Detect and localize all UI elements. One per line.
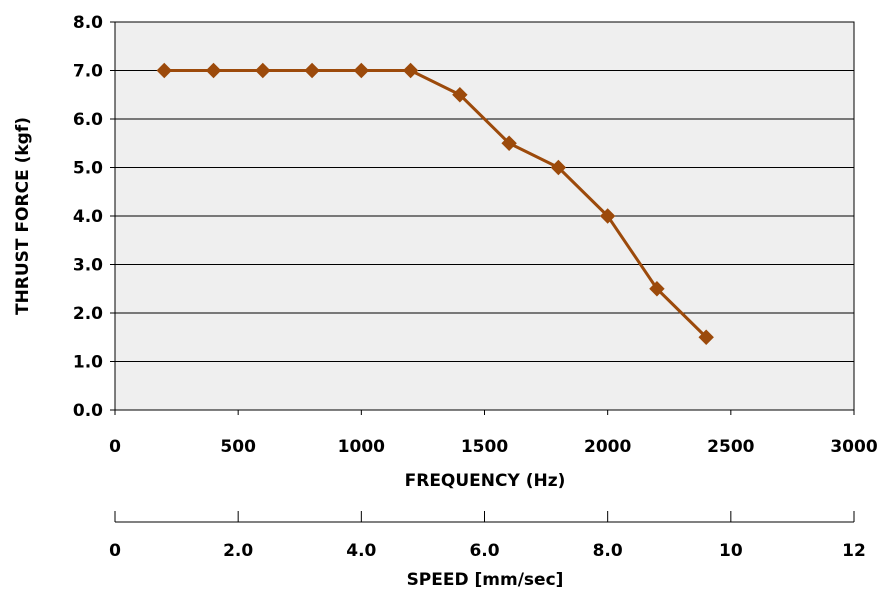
x-axis-title: FREQUENCY (Hz) bbox=[405, 471, 566, 491]
series-line bbox=[164, 69, 708, 339]
series-layer bbox=[156, 62, 714, 345]
y-tick-label: 0.0 bbox=[73, 401, 103, 421]
x-tick-label: 2500 bbox=[707, 437, 754, 457]
x-axis-ticks: 0 500 1000 1500 2000 2500 3000 bbox=[109, 410, 878, 457]
y-tick-label: 5.0 bbox=[73, 159, 103, 179]
secondary-x-tick-label: 0 bbox=[109, 541, 121, 561]
x-tick-label: 0 bbox=[109, 437, 121, 457]
x-tick-label: 2000 bbox=[584, 437, 631, 457]
secondary-x-axis-title: SPEED [mm/sec] bbox=[407, 570, 564, 590]
y-tick-label: 1.0 bbox=[73, 353, 103, 373]
secondary-x-tick-label: 12 bbox=[842, 541, 866, 561]
secondary-x-axis-ticks: 0 2.0 4.0 6.0 8.0 10 12 bbox=[109, 511, 866, 561]
data-point bbox=[156, 62, 172, 79]
secondary-x-tick-label: 6.0 bbox=[469, 541, 499, 561]
secondary-x-tick-label: 2.0 bbox=[223, 541, 253, 561]
data-point bbox=[649, 281, 665, 297]
data-point bbox=[353, 62, 370, 79]
y-axis-ticks: 0.0 1.0 2.0 3.0 4.0 5.0 6.0 7.0 8.0 bbox=[73, 13, 115, 421]
data-point bbox=[255, 62, 271, 79]
data-point bbox=[304, 62, 320, 79]
secondary-x-tick-label: 10 bbox=[719, 541, 743, 561]
x-tick-label: 500 bbox=[220, 437, 256, 457]
x-tick-label: 1500 bbox=[461, 437, 508, 457]
secondary-x-tick-label: 4.0 bbox=[346, 541, 376, 561]
x-tick-label: 1000 bbox=[338, 437, 385, 457]
y-tick-label: 4.0 bbox=[73, 207, 103, 227]
y-tick-label: 7.0 bbox=[73, 62, 103, 82]
data-point bbox=[550, 159, 567, 176]
y-tick-label: 8.0 bbox=[73, 13, 103, 33]
y-axis-title: THRUST FORCE (kgf) bbox=[13, 117, 33, 315]
x-tick-label: 3000 bbox=[830, 437, 877, 457]
y-tick-label: 2.0 bbox=[73, 304, 103, 324]
y-tick-label: 6.0 bbox=[73, 110, 103, 130]
secondary-x-tick-label: 8.0 bbox=[593, 541, 623, 561]
data-point bbox=[402, 62, 419, 79]
data-point bbox=[205, 62, 222, 79]
data-point bbox=[452, 87, 468, 103]
data-point bbox=[501, 135, 517, 151]
y-tick-label: 3.0 bbox=[73, 256, 103, 276]
data-point bbox=[698, 329, 714, 345]
data-point bbox=[599, 208, 616, 224]
